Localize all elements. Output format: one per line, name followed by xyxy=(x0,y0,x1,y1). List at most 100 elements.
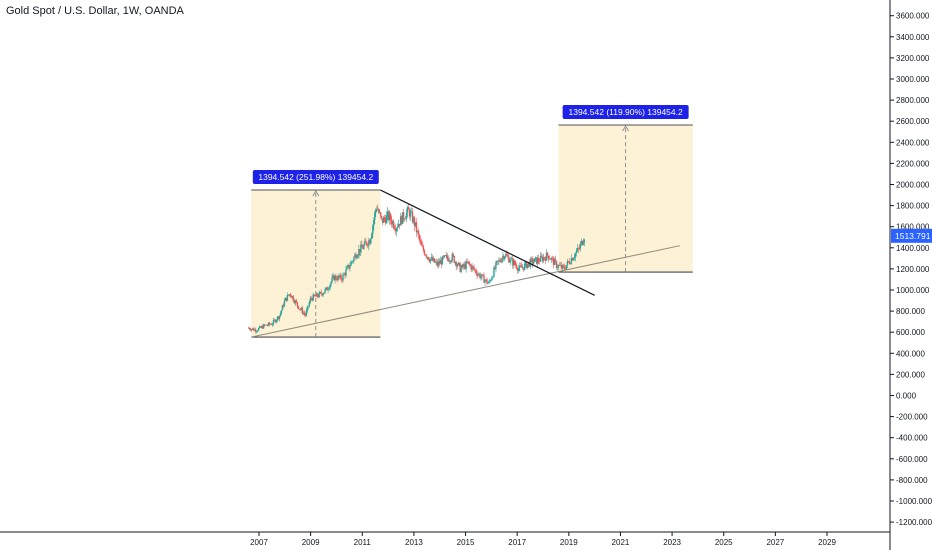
candle-body xyxy=(506,254,508,256)
candle-body xyxy=(329,284,331,289)
candle-body xyxy=(443,255,445,258)
candle-body xyxy=(544,258,547,261)
x-tick-label: 2025 xyxy=(715,538,733,547)
candle-body xyxy=(275,320,278,323)
candle-body xyxy=(363,244,365,249)
candle-body xyxy=(508,256,510,263)
candle-body xyxy=(247,327,250,329)
candle-body xyxy=(573,257,576,259)
candle-body xyxy=(428,259,431,262)
candle-body xyxy=(358,249,360,255)
candle-body xyxy=(302,312,304,314)
candle-body xyxy=(552,258,555,265)
candle-body xyxy=(378,209,380,213)
candle-body xyxy=(496,260,498,263)
candle-body xyxy=(307,306,309,308)
candle-body xyxy=(323,292,325,294)
candle-body xyxy=(351,261,353,263)
measure-label-bg xyxy=(562,104,689,119)
measure-arrow-head xyxy=(312,190,320,197)
candle-body xyxy=(291,296,294,298)
measure-arrow-head xyxy=(622,125,629,132)
candle-body xyxy=(327,289,329,291)
candle-body xyxy=(292,296,295,301)
y-tick-label: 3400.000 xyxy=(896,33,930,42)
candle-body xyxy=(524,263,526,270)
y-tick-label: 1600.000 xyxy=(896,223,930,232)
candle-body xyxy=(319,292,321,293)
candle-body xyxy=(364,240,366,245)
candle-body xyxy=(253,329,256,331)
candle-body xyxy=(461,264,463,268)
candle-body xyxy=(371,233,373,239)
candle-body xyxy=(528,261,531,267)
candle-body xyxy=(352,260,354,262)
candle-body xyxy=(423,250,426,255)
candle-body xyxy=(270,324,273,325)
candle-body xyxy=(424,254,427,256)
candle-body xyxy=(394,229,397,232)
y-tick-label: 3600.000 xyxy=(896,12,930,21)
rising-trendline[interactable] xyxy=(251,245,680,338)
candle-body xyxy=(276,316,279,321)
candle-body xyxy=(491,277,493,281)
candle-body xyxy=(372,225,374,234)
candle-body xyxy=(385,218,387,224)
y-tick-label: 2400.000 xyxy=(896,138,930,147)
candle-body xyxy=(379,212,381,214)
candle-body xyxy=(436,261,439,266)
trendlines xyxy=(251,189,680,338)
x-tick-label: 2021 xyxy=(612,538,630,547)
candle-body xyxy=(402,212,405,220)
candle-body xyxy=(560,265,563,269)
candle-body xyxy=(445,255,447,256)
candle-body xyxy=(530,258,533,260)
candle-body xyxy=(418,235,421,240)
candle-body xyxy=(346,266,348,270)
candle-body xyxy=(578,248,581,250)
chart-title: Gold Spot / U.S. Dollar, 1W, OANDA xyxy=(6,5,184,17)
candle-body xyxy=(557,265,560,268)
candle-body xyxy=(495,262,497,269)
candle-body xyxy=(391,221,394,225)
candle-body xyxy=(534,257,537,259)
candle-body xyxy=(482,274,484,276)
candle-body xyxy=(546,252,549,256)
candle-body xyxy=(406,207,409,213)
candle-body xyxy=(567,261,570,262)
candle-body xyxy=(576,248,579,252)
candle-body xyxy=(332,275,334,278)
candle-body xyxy=(459,263,461,272)
candle-body xyxy=(350,262,352,266)
x-tick-label: 2023 xyxy=(663,538,681,547)
candle-body xyxy=(498,259,500,262)
candle-body xyxy=(485,279,487,281)
candle-body xyxy=(481,274,483,277)
candle-body xyxy=(431,257,434,261)
candle-body xyxy=(547,255,550,259)
candle-body xyxy=(505,254,507,257)
candle-body xyxy=(538,261,541,262)
candle-body xyxy=(404,218,407,220)
candle-body xyxy=(479,273,481,278)
candle-body xyxy=(523,267,525,270)
candle-body xyxy=(308,302,310,307)
y-tick-label: 2200.000 xyxy=(896,159,930,168)
candle-body xyxy=(531,258,534,264)
candle-body xyxy=(509,261,511,263)
candle-body xyxy=(452,254,454,257)
candle-body xyxy=(313,294,315,296)
candle-body xyxy=(580,240,583,245)
candle-body xyxy=(324,289,326,293)
candle-body xyxy=(494,267,496,269)
candle-body xyxy=(417,231,420,236)
candle-body xyxy=(537,258,540,262)
candle-body xyxy=(483,275,485,283)
falling-trendline[interactable] xyxy=(380,189,595,296)
candle-body xyxy=(310,298,312,299)
last-price-label: 1513.791 xyxy=(895,231,931,241)
candle-body xyxy=(299,308,302,310)
candle-body xyxy=(388,213,391,220)
candle-body xyxy=(281,305,284,311)
